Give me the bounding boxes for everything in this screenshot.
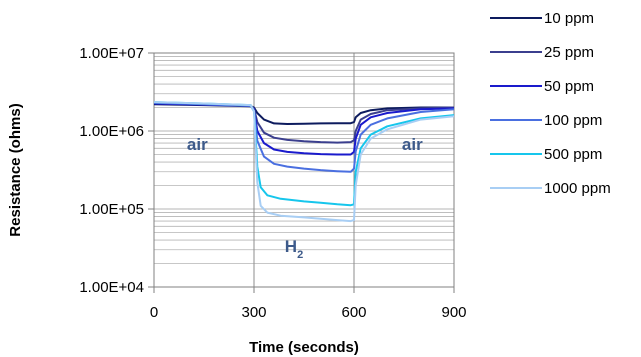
annotation-label: H2 [285, 237, 303, 261]
legend-label: 100 ppm [544, 112, 602, 129]
x-tick-label: 300 [241, 304, 266, 321]
legend-label: 50 ppm [544, 78, 594, 95]
annotation-label: air [187, 135, 208, 154]
legend: 10 ppm 25 ppm 50 ppm 100 ppm 500 ppm 1000 ppm [490, 10, 611, 197]
y-tick-label: 1.00E+05 [79, 201, 144, 218]
plot-area [153, 52, 455, 288]
y-tick-label: 1.00E+07 [79, 45, 144, 62]
x-axis-title: Time (seconds) [249, 339, 359, 356]
legend-label: 10 ppm [544, 10, 594, 27]
series-lines [153, 101, 455, 223]
x-tick-label: 600 [341, 304, 366, 321]
annotation-label: air [402, 135, 423, 154]
y-tick-label: 1.00E+04 [79, 279, 144, 296]
series-line-1000-ppm [153, 101, 455, 223]
legend-label: 500 ppm [544, 146, 602, 163]
y-axis-title: Resistance (ohms) [7, 103, 24, 236]
axes: 1.00E+04 1.00E+05 1.00E+06 1.00E+07 0 300 600 9… [79, 45, 466, 321]
x-tick-label: 0 [150, 304, 158, 321]
x-tick-label: 900 [441, 304, 466, 321]
legend-label: 25 ppm [544, 44, 594, 61]
legend-label: 1000 ppm [544, 180, 611, 197]
grid [153, 53, 455, 288]
y-tick-label: 1.00E+06 [79, 123, 144, 140]
